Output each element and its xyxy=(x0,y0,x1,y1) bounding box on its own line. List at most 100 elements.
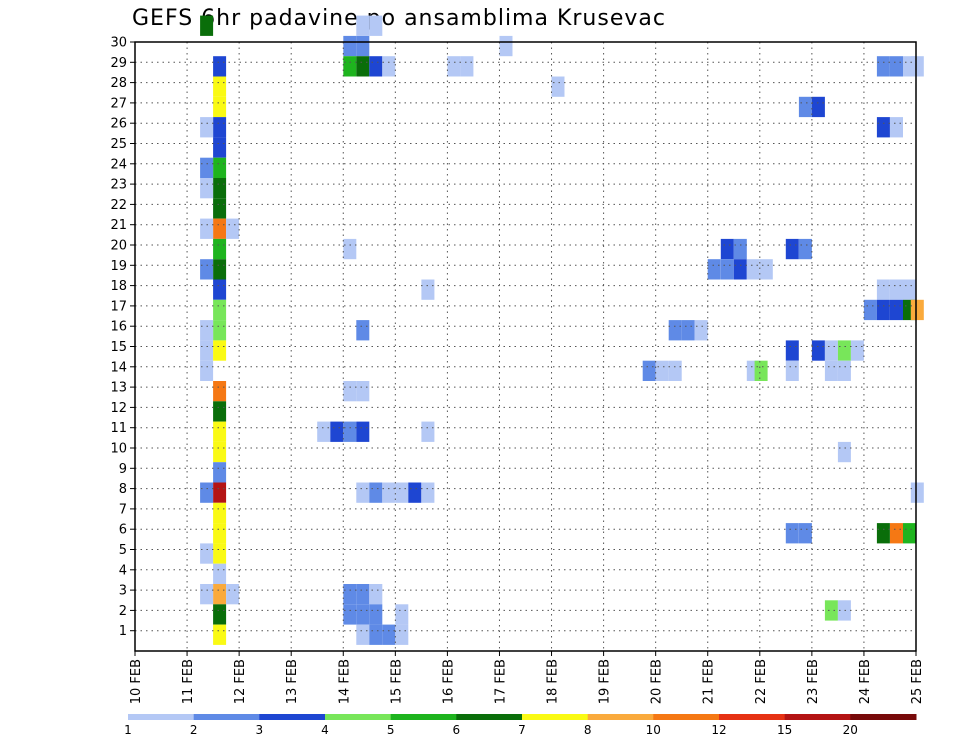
colorbar-label: 12 xyxy=(711,723,726,737)
y-tick-label: 4 xyxy=(119,563,127,578)
x-tick-label: 14 FEB xyxy=(337,659,352,704)
heatmap-cell xyxy=(798,238,812,260)
heatmap-cell xyxy=(408,482,422,503)
heatmap-cell xyxy=(395,482,409,503)
heatmap-cell xyxy=(213,563,227,584)
heatmap-cell xyxy=(213,624,227,645)
heatmap-cell xyxy=(200,157,214,178)
heatmap-cell xyxy=(213,198,227,219)
x-tick-label: 23 FEB xyxy=(806,659,821,704)
heatmap-cell xyxy=(369,624,383,645)
heatmap-cell xyxy=(213,604,227,625)
heatmap-cell xyxy=(720,259,734,280)
heatmap-cell xyxy=(876,523,890,544)
heatmap-cell xyxy=(863,299,877,321)
heatmap-cell xyxy=(369,604,383,625)
x-tick-label: 20 FEB xyxy=(650,659,665,704)
y-tick-label: 27 xyxy=(110,96,127,111)
heatmap-cell xyxy=(317,421,331,442)
x-tick-label: 24 FEB xyxy=(858,659,873,704)
heatmap-cell xyxy=(343,421,357,442)
x-tick-label: 11 FEB xyxy=(181,659,196,704)
x-tick-label: 18 FEB xyxy=(546,659,561,704)
heatmap-cell xyxy=(213,482,227,503)
heatmap-cell xyxy=(200,178,214,199)
heatmap-cell xyxy=(200,218,214,239)
y-tick-label: 21 xyxy=(110,218,127,233)
colorbar-swatch xyxy=(653,714,720,720)
heatmap-cell xyxy=(850,340,864,361)
heatmap-cell xyxy=(213,381,227,402)
colorbar-swatch xyxy=(719,714,786,720)
y-tick-label: 17 xyxy=(110,299,127,314)
y-tick-label: 16 xyxy=(110,320,127,335)
heatmap-cell xyxy=(200,543,214,564)
y-tick-label: 30 xyxy=(110,36,127,51)
heatmap-cell xyxy=(369,15,383,36)
heatmap-cell xyxy=(551,76,565,97)
heatmap-cell xyxy=(356,56,370,77)
chart-title: GEFS 6hr padavine po ansamblima Krusevac xyxy=(132,6,666,31)
y-tick-label: 18 xyxy=(110,279,127,294)
heatmap-cell xyxy=(200,584,214,605)
heatmap-cell xyxy=(200,15,214,36)
heatmap-cell xyxy=(343,56,357,77)
colorbar-swatch xyxy=(325,714,392,720)
x-tick-label: 16 FEB xyxy=(441,659,456,704)
heatmap-cell xyxy=(213,137,227,158)
heatmap-cell xyxy=(356,381,370,402)
colorbar-label: 2 xyxy=(190,723,198,737)
heatmap-cell xyxy=(369,482,383,503)
heatmap-cell xyxy=(382,482,396,503)
heatmap-cell xyxy=(837,360,851,381)
colorbar-swatch xyxy=(522,714,589,720)
colorbar-label: 8 xyxy=(584,723,592,737)
heatmap-cell xyxy=(213,238,227,260)
heatmap-cell xyxy=(694,320,708,341)
heatmap-cell xyxy=(811,340,825,361)
x-tick-label: 17 FEB xyxy=(493,659,508,704)
colorbar-label: 7 xyxy=(518,723,526,737)
heatmap-cell xyxy=(213,584,227,605)
y-tick-label: 23 xyxy=(110,178,127,193)
y-tick-label: 13 xyxy=(110,381,127,396)
heatmap-cell xyxy=(655,360,669,381)
heatmap-cell xyxy=(876,299,890,321)
heatmap-cell xyxy=(837,600,851,621)
colorbar-swatch xyxy=(390,714,457,720)
y-tick-label: 8 xyxy=(119,482,127,497)
heatmap-cell xyxy=(343,381,357,402)
y-tick-label: 26 xyxy=(110,117,127,132)
y-tick-label: 15 xyxy=(110,340,127,355)
heatmap-cell xyxy=(226,584,240,605)
heatmap-cell xyxy=(213,259,227,280)
heatmap-cell xyxy=(733,238,747,260)
heatmap-cell xyxy=(213,421,227,442)
y-tick-label: 5 xyxy=(119,543,127,558)
heatmap-cell xyxy=(642,360,656,381)
heatmap-cell xyxy=(213,340,227,361)
heatmap-cell xyxy=(213,178,227,199)
heatmap-cell xyxy=(356,421,370,442)
heatmap-cell xyxy=(720,238,734,260)
heatmap-cell xyxy=(200,482,214,503)
heatmap-cell xyxy=(395,624,409,645)
heatmap-cell xyxy=(369,56,383,77)
heatmap-cell xyxy=(356,624,370,645)
colorbar-label: 5 xyxy=(387,723,395,737)
y-tick-label: 6 xyxy=(119,523,127,538)
heatmap-cell xyxy=(837,340,851,361)
heatmap-cell xyxy=(890,117,903,138)
heatmap-cell xyxy=(824,340,838,361)
y-tick-label: 25 xyxy=(110,137,127,152)
heatmap-cell xyxy=(733,259,747,280)
colorbar-label: 15 xyxy=(777,723,792,737)
heatmap-cell xyxy=(876,279,890,300)
y-tick-label: 19 xyxy=(110,259,127,274)
colorbar-label: 6 xyxy=(452,723,460,737)
y-tick-label: 14 xyxy=(110,360,127,375)
heatmap-cell xyxy=(213,279,227,300)
colorbar-swatch xyxy=(259,714,326,720)
heatmap-cell xyxy=(447,56,461,77)
